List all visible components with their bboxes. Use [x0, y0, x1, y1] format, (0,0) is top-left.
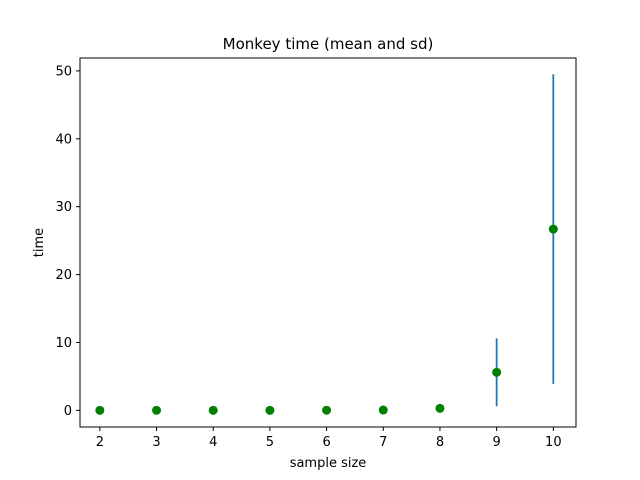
data-point: [378, 405, 388, 415]
axes: [76, 57, 577, 431]
data-point: [492, 367, 502, 377]
data-point: [95, 405, 105, 415]
y-tick-label: 40: [55, 132, 72, 147]
y-tick-label: 10: [55, 336, 72, 351]
plot-area: [95, 74, 558, 415]
x-tick-label: 3: [152, 435, 160, 450]
data-point: [265, 405, 275, 415]
x-axis-label: sample size: [290, 456, 367, 471]
x-tick-label: 10: [545, 435, 562, 450]
x-tick-label: 6: [322, 435, 330, 450]
y-tick-label: 20: [55, 268, 72, 283]
axes-frame: [79, 57, 577, 428]
x-tick-label: 2: [96, 435, 104, 450]
chart-title: Monkey time (mean and sd): [223, 35, 434, 53]
x-tick-label: 9: [492, 435, 500, 450]
x-tick-label: 8: [436, 435, 444, 450]
y-axis-label: time: [32, 228, 47, 257]
y-tick-label: 30: [55, 200, 72, 215]
x-tick-label: 5: [266, 435, 274, 450]
data-point: [208, 405, 218, 415]
y-tick-label: 50: [55, 64, 72, 79]
data-point: [435, 403, 445, 413]
y-tick-label: 0: [64, 404, 72, 419]
data-point: [548, 224, 558, 234]
data-point: [152, 405, 162, 415]
x-tick-label: 4: [209, 435, 217, 450]
x-tick-label: 7: [379, 435, 387, 450]
data-point: [322, 405, 332, 415]
